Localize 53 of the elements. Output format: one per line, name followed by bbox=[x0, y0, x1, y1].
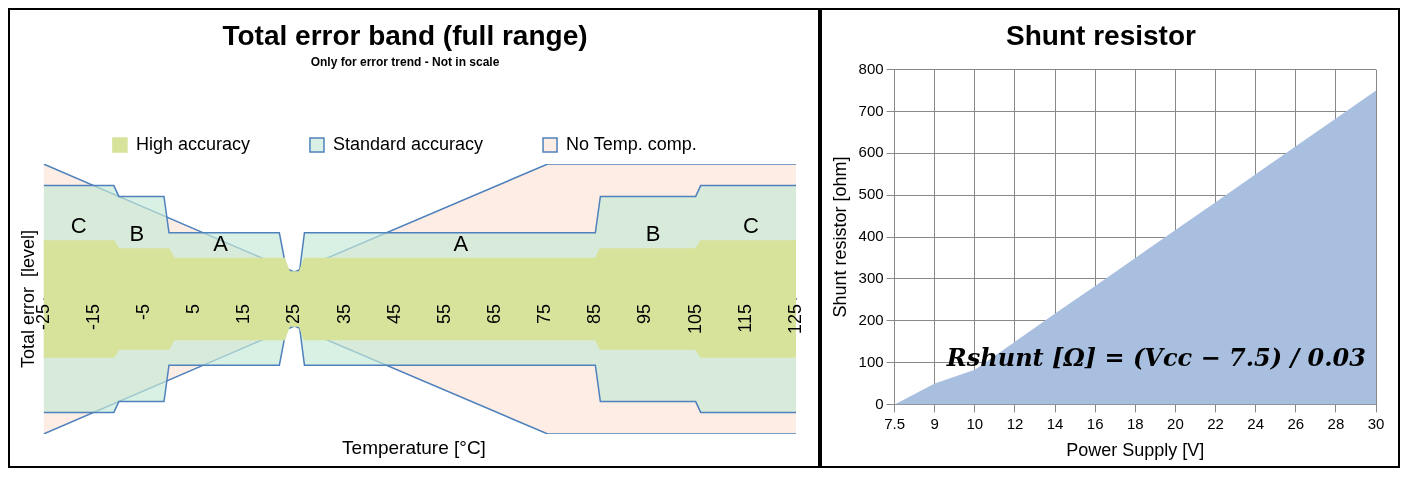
y-tick-label: 600 bbox=[858, 143, 884, 161]
annotation: Rshunt [Ω] = (Vcc − 7.5) / 0.03 bbox=[945, 342, 1366, 372]
y-tick-label: 100 bbox=[858, 352, 884, 370]
annotation: B bbox=[645, 221, 661, 247]
legend-label: High accuracy bbox=[135, 133, 250, 154]
x-tick-label: 9 bbox=[930, 414, 939, 432]
x-tick-label: 85 bbox=[584, 304, 605, 325]
y-tick-label: 800 bbox=[858, 59, 884, 77]
x-tick-label: 10 bbox=[966, 414, 984, 432]
annotation: A bbox=[213, 230, 229, 256]
y-tick-label: 300 bbox=[858, 268, 884, 286]
x-tick-label: 45 bbox=[383, 304, 404, 325]
x-tick-label: 35 bbox=[333, 304, 354, 325]
legend-label: No Temp. comp. bbox=[566, 133, 697, 154]
y-tick-label: 700 bbox=[858, 101, 884, 119]
y-tick-label: 500 bbox=[858, 185, 884, 203]
x-axis-title: Power Supply [V] bbox=[1066, 440, 1205, 461]
y-tick-label: 400 bbox=[858, 227, 884, 245]
x-tick-label: 12 bbox=[1006, 414, 1024, 432]
x-tick-label: 30 bbox=[1367, 414, 1385, 432]
x-tick-label: 20 bbox=[1167, 414, 1184, 432]
x-tick-label: 65 bbox=[484, 304, 505, 325]
x-tick-label: 16 bbox=[1086, 414, 1104, 432]
y-tick-label: 0 bbox=[875, 394, 884, 412]
x-tick-label: 28 bbox=[1327, 414, 1345, 432]
x-tick-label: 14 bbox=[1046, 414, 1064, 432]
x-tick-label: 125 bbox=[784, 304, 805, 335]
x-tick-label: 105 bbox=[684, 304, 705, 335]
x-tick-label: 26 bbox=[1287, 414, 1305, 432]
y-axis-title: Shunt resistor [ohm] bbox=[829, 156, 850, 318]
annotation: B bbox=[129, 221, 145, 247]
legend-label: Standard accuracy bbox=[332, 133, 484, 154]
x-tick-label: 75 bbox=[534, 304, 555, 325]
x-tick-label: -15 bbox=[82, 304, 103, 331]
x-tick-label: 7.5 bbox=[884, 414, 906, 432]
x-tick-label: 55 bbox=[433, 304, 454, 325]
x-tick-label: 18 bbox=[1126, 414, 1144, 432]
x-tick-label: 25 bbox=[283, 304, 304, 325]
annotation: C bbox=[70, 213, 87, 239]
x-tick-label: -5 bbox=[132, 304, 153, 321]
annotation: A bbox=[453, 230, 469, 256]
x-tick-label: 115 bbox=[734, 304, 755, 333]
chart-title: Shunt resistor bbox=[1006, 19, 1196, 51]
x-tick-label: 22 bbox=[1207, 414, 1224, 432]
chart-title: Total error band (full range) bbox=[222, 19, 588, 51]
chart-subtitle: Only for error trend - Not in scale bbox=[310, 55, 500, 70]
y-tick-label: 200 bbox=[858, 310, 884, 328]
x-tick-label: 24 bbox=[1247, 414, 1264, 432]
x-axis-title: Temperature [°C] bbox=[341, 436, 487, 460]
x-tick-label: 5 bbox=[183, 304, 204, 315]
x-tick-label: 95 bbox=[634, 304, 655, 325]
annotation: C bbox=[742, 213, 759, 239]
x-tick-label: 15 bbox=[233, 304, 254, 325]
